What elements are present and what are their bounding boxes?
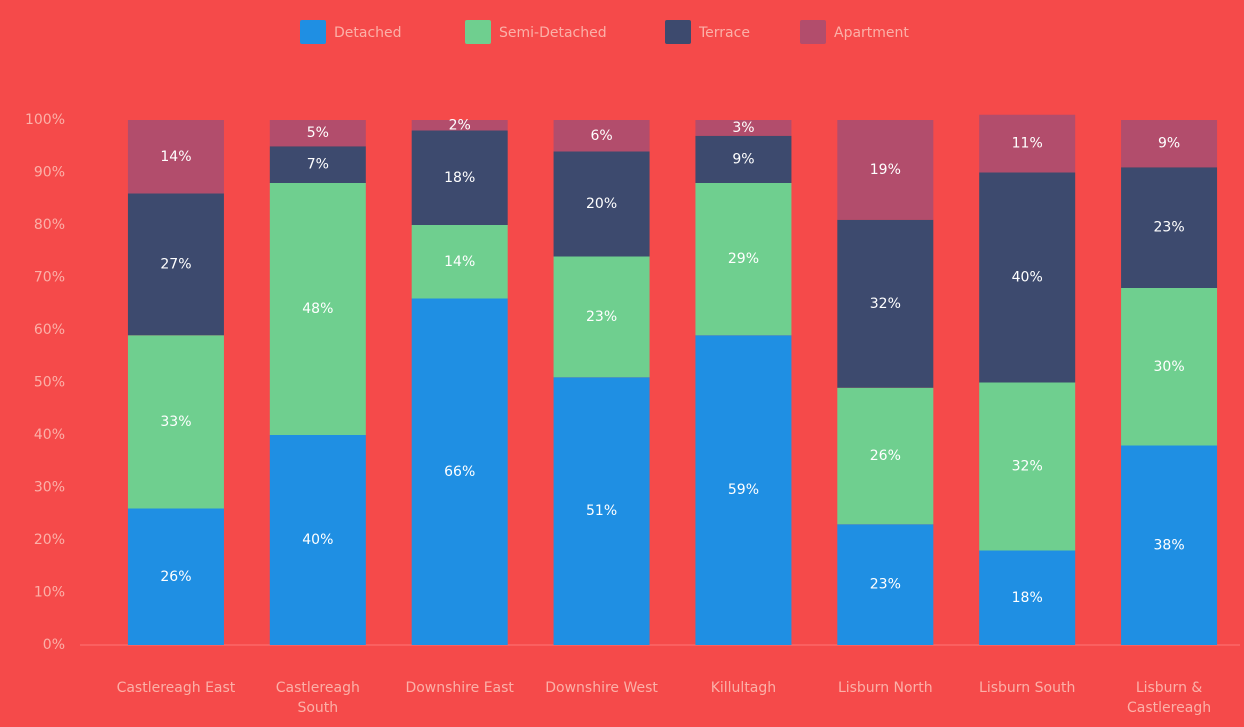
y-tick-label: 40% (34, 427, 65, 443)
legend-swatch (465, 20, 491, 44)
bar-segment (127, 120, 224, 194)
data-label: 18% (1012, 590, 1043, 606)
data-label: 9% (732, 151, 754, 167)
legend-swatch (800, 20, 826, 44)
data-label: 66% (444, 464, 475, 480)
data-label: 30% (1154, 359, 1185, 375)
data-label: 51% (586, 503, 617, 519)
bar-segment (695, 183, 792, 336)
y-tick-label: 90% (34, 165, 65, 181)
data-label: 3% (732, 120, 754, 136)
data-label: 7% (307, 157, 329, 173)
data-label: 23% (1154, 220, 1185, 236)
data-label: 14% (160, 149, 191, 165)
data-label: 26% (160, 569, 191, 585)
legend-swatch (665, 20, 691, 44)
data-label: 29% (728, 251, 759, 267)
bar-segment (1121, 445, 1218, 645)
legend-label: Detached (334, 25, 402, 41)
bar-segment (1121, 288, 1218, 446)
bar-segment (269, 183, 366, 435)
bar-segment (837, 120, 934, 220)
x-tick-label: Killultagh (710, 680, 777, 696)
data-label: 9% (1158, 136, 1180, 152)
legend-label: Terrace (698, 25, 750, 41)
y-tick-label: 50% (34, 375, 65, 391)
y-tick-label: 30% (34, 480, 65, 496)
y-tick-label: 60% (34, 322, 65, 338)
legend-label: Semi-Detached (499, 25, 607, 41)
bar-segment (1121, 120, 1218, 168)
bar-segment (553, 377, 650, 645)
bar-segment (553, 151, 650, 257)
bar-segment (411, 130, 508, 225)
y-tick-label: 20% (34, 532, 65, 548)
bar-segment (269, 146, 366, 183)
x-tick-label: Lisburn South (979, 680, 1076, 696)
data-label: 2% (449, 117, 471, 133)
y-tick-label: 80% (34, 217, 65, 233)
data-label: 23% (870, 577, 901, 593)
bar-segment (411, 298, 508, 645)
bar-segment (127, 335, 224, 509)
bar-segment (695, 120, 792, 136)
bar-segment (979, 550, 1076, 645)
y-tick-label: 0% (43, 637, 65, 653)
data-label: 40% (1012, 270, 1043, 286)
data-label: 23% (586, 309, 617, 325)
bar-segment (837, 524, 934, 645)
data-label: 32% (1012, 459, 1043, 475)
bar-segment (553, 120, 650, 152)
bar-segment (269, 435, 366, 645)
data-label: 11% (1012, 136, 1043, 152)
bar-segment (979, 382, 1076, 551)
bar-segment (411, 225, 508, 299)
data-label: 26% (870, 448, 901, 464)
data-label: 32% (870, 296, 901, 312)
data-label: 6% (590, 128, 612, 144)
legend-label: Apartment (834, 25, 909, 41)
data-label: 27% (160, 256, 191, 272)
bar-segment (695, 135, 792, 183)
bar-segment (979, 114, 1076, 173)
data-label: 38% (1154, 537, 1185, 553)
y-tick-label: 70% (34, 270, 65, 286)
legend-swatch (300, 20, 326, 44)
y-tick-label: 100% (25, 112, 65, 128)
bar-segment (269, 120, 366, 147)
data-label: 18% (444, 170, 475, 186)
data-label: 14% (444, 254, 475, 270)
x-tick-label: Castlereagh East (116, 680, 236, 696)
y-tick-label: 10% (34, 585, 65, 601)
x-tick-label: Lisburn & Castlereagh (1127, 680, 1212, 716)
bar-segment (837, 387, 934, 525)
data-label: 33% (160, 414, 191, 430)
data-label: 40% (302, 532, 333, 548)
x-tick-label: Downshire East (405, 680, 514, 696)
data-label: 59% (728, 482, 759, 498)
data-label: 48% (302, 301, 333, 317)
data-label: 5% (307, 125, 329, 141)
bar-segment (127, 193, 224, 336)
bar-segment (553, 256, 650, 378)
bar-segment (411, 120, 508, 131)
x-tick-label: Lisburn North (837, 680, 933, 696)
bar-segment (1121, 167, 1218, 288)
x-tick-label: Castlereagh South (275, 680, 360, 716)
data-label: 19% (870, 162, 901, 178)
bar-segment (837, 219, 934, 388)
bar-segment (127, 508, 224, 645)
x-tick-label: Downshire West (545, 680, 658, 696)
bar-segment (979, 172, 1076, 383)
bar-segment (695, 335, 792, 645)
data-label: 20% (586, 196, 617, 212)
